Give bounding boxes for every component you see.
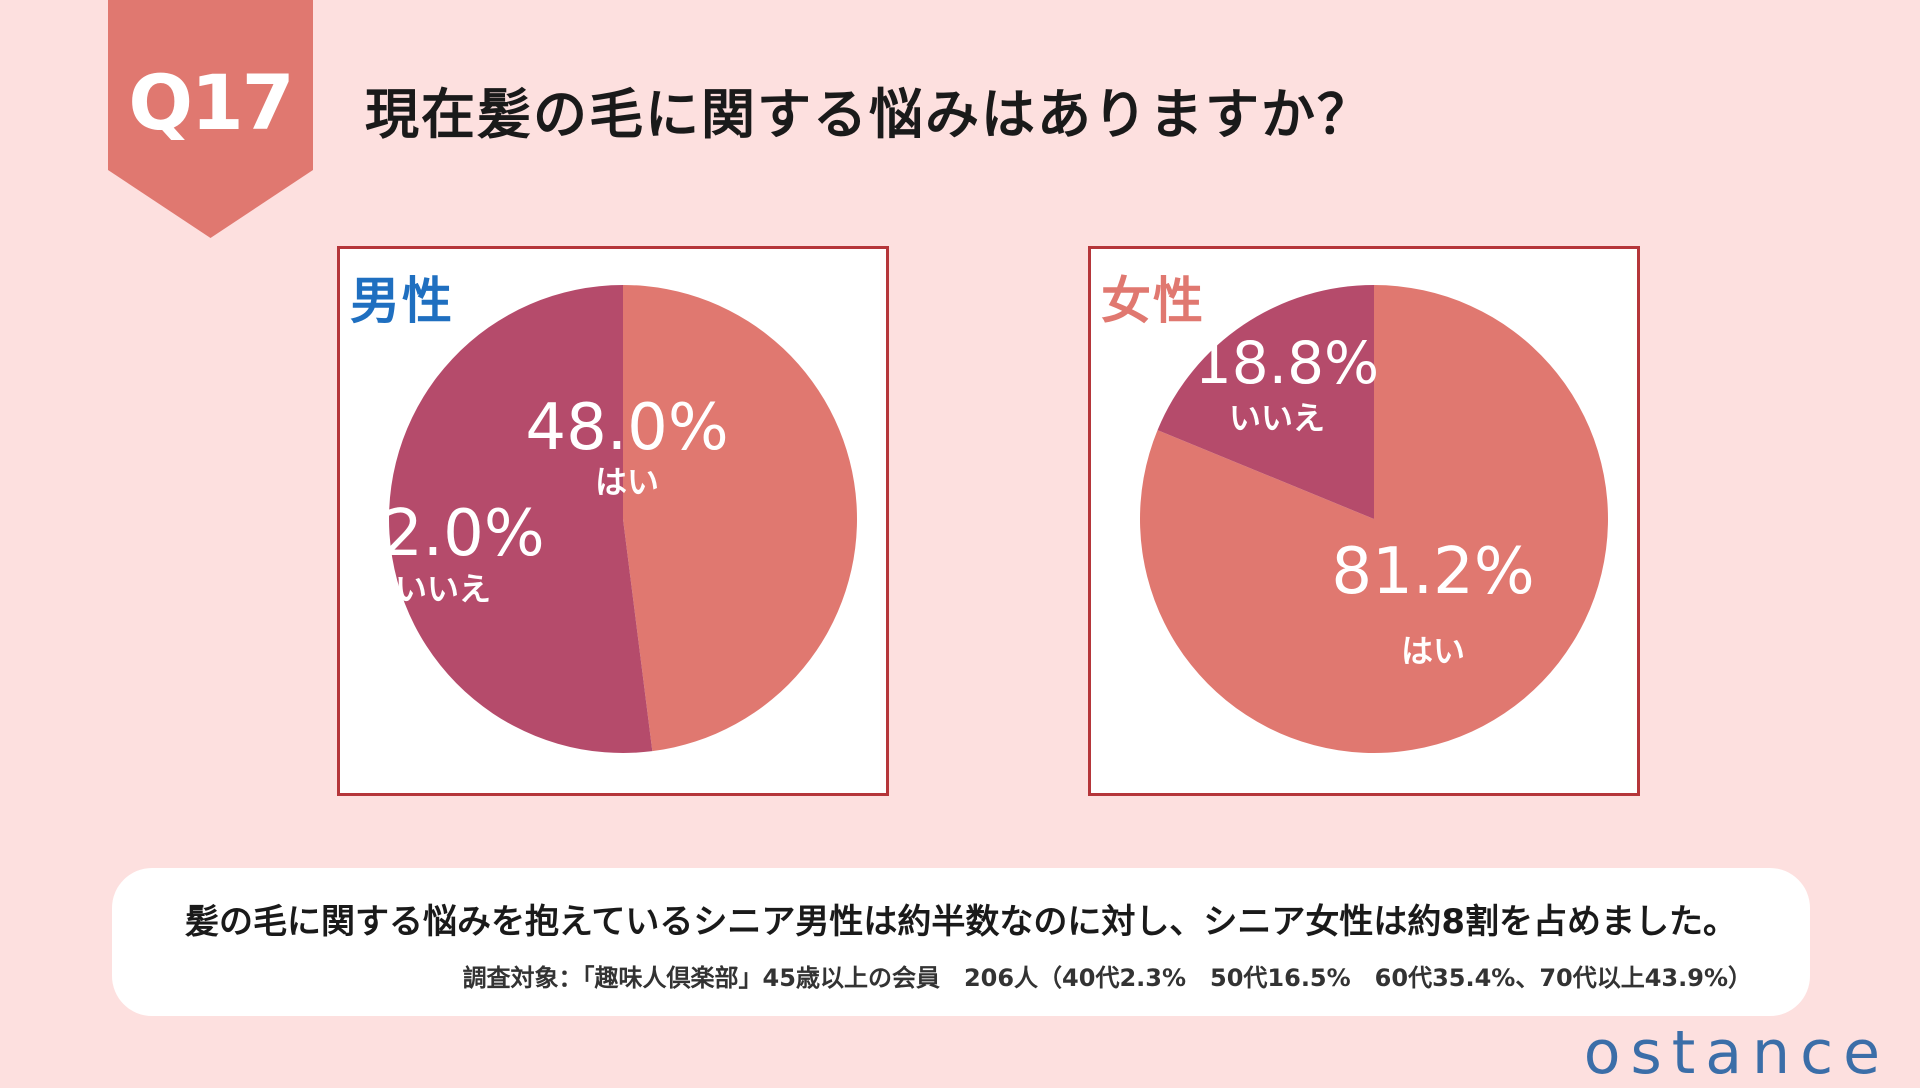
female-no-label: いいえ	[1229, 399, 1325, 437]
male-yes-label: はい	[595, 463, 659, 501]
male-chart-title: 男性	[350, 272, 454, 330]
question-number-badge: Q17	[108, 0, 313, 238]
male-no-value-label: 52.0%	[341, 497, 544, 571]
female-yes-label: はい	[1401, 632, 1465, 670]
question-title: 現在髪の毛に関する悩みはありますか？	[365, 83, 1373, 146]
summary-text: 髪の毛に関する悩みを抱えているシニア男性は約半数なのに対し、シニア女性は約8割を…	[185, 902, 1737, 942]
female-pie-chart: 18.8% いいえ 81.2% はい	[1140, 285, 1608, 753]
male-yes-value-label: 48.0%	[525, 391, 728, 465]
female-slice-no	[1157, 285, 1374, 519]
male-slice-yes	[623, 285, 858, 752]
male-pie-chart: 48.0% はい 52.0% いいえ	[341, 285, 858, 753]
female-chart-panel: 女性 18.8% いいえ 81.2% はい	[1088, 246, 1640, 796]
female-no-value-label: 18.8%	[1195, 329, 1379, 397]
male-slice-no	[389, 285, 653, 753]
male-no-label: いいえ	[395, 570, 491, 608]
female-chart-title: 女性	[1101, 272, 1205, 330]
summary-box: 髪の毛に関する悩みを抱えているシニア男性は約半数なのに対し、シニア女性は約8割を…	[112, 868, 1810, 1016]
female-yes-value-label: 81.2%	[1331, 535, 1534, 609]
survey-note: 調査対象：「趣味人倶楽部」45歳以上の会員 206人（40代2.3% 50代16…	[462, 964, 1752, 992]
male-chart-panel: 男性 48.0% はい 52.0% いいえ	[337, 246, 889, 796]
question-number: Q17	[128, 58, 294, 147]
brand-logo: ostance	[1583, 1018, 1890, 1088]
